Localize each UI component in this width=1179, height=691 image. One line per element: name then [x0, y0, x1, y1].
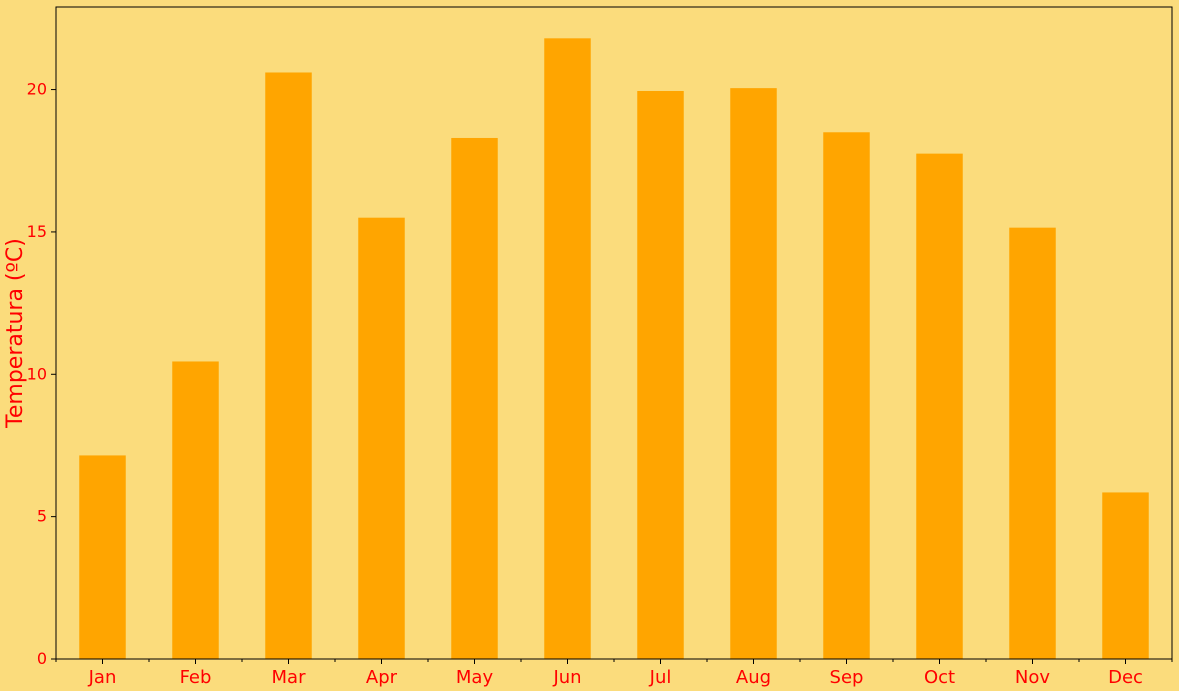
y-ticks-group: 0 5 10 15 20: [27, 80, 56, 668]
x-tick-label-nov: Nov: [1015, 667, 1050, 688]
x-tick-label-jun: Jun: [552, 667, 581, 688]
y-tick-label: 15: [27, 222, 47, 241]
x-tick-label-jul: Jul: [649, 667, 672, 688]
y-axis-label: Temperatura (ºC): [3, 238, 28, 429]
bar-jun: [544, 38, 591, 659]
x-tick-label-aug: Aug: [736, 667, 771, 688]
x-tick-label-may: May: [456, 667, 494, 688]
bar-jan: [79, 455, 126, 659]
x-tick-label-mar: Mar: [272, 667, 307, 688]
bar-sep: [823, 132, 870, 659]
x-tick-label-sep: Sep: [830, 667, 864, 688]
bars-group: [79, 38, 1149, 660]
bar-feb: [172, 361, 219, 659]
bar-jul: [637, 90, 684, 660]
bar-nov: [1009, 227, 1056, 659]
x-tick-label-dec: Dec: [1108, 667, 1143, 688]
bar-dec: [1102, 492, 1149, 659]
bar-oct: [916, 153, 963, 659]
x-tick-label-oct: Oct: [924, 667, 955, 688]
x-ticks-group: Jan Feb Mar Apr May Jun Jul Aug Sep Oct Nov Dec: [55, 659, 1173, 688]
bar-may: [451, 137, 498, 660]
x-tick-label-feb: Feb: [180, 667, 212, 688]
y-tick-label: 0: [37, 649, 47, 668]
x-tick-label-apr: Apr: [366, 667, 398, 688]
bar-mar: [265, 72, 312, 660]
bar-aug: [730, 88, 777, 659]
bar-apr: [358, 217, 405, 659]
x-tick-label-jan: Jan: [88, 667, 117, 688]
y-tick-label: 5: [37, 507, 47, 526]
y-tick-label: 10: [27, 364, 47, 383]
y-tick-label: 20: [27, 80, 47, 99]
